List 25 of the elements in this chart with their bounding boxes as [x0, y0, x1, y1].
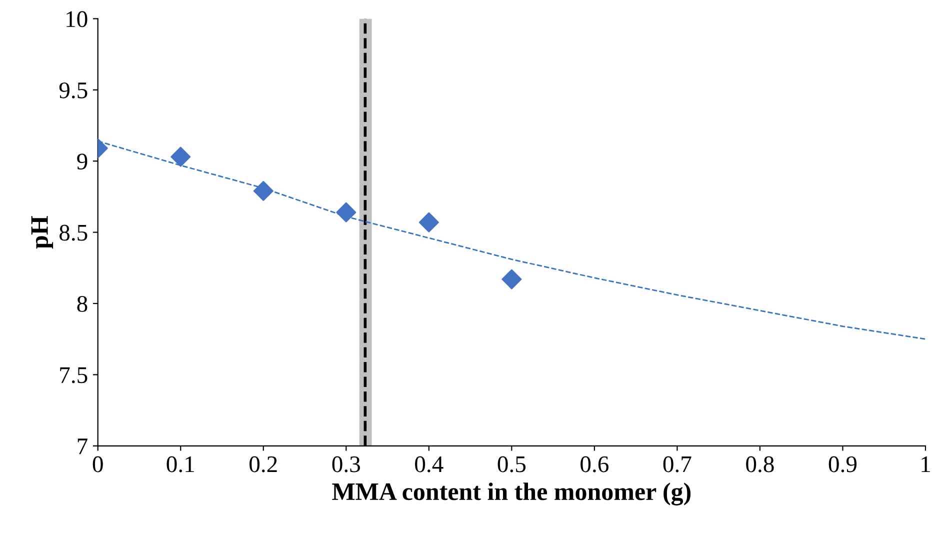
point: [502, 269, 522, 290]
x-tick-label: 0.5: [498, 456, 526, 472]
y-tick-label: 9.5: [59, 82, 88, 98]
x-tick-label: 0.6: [580, 456, 608, 472]
x-tick-label: 1: [922, 456, 930, 472]
point: [336, 202, 356, 222]
y-tick-label: 7.5: [60, 367, 88, 384]
x-tick-label: 0: [92, 456, 103, 472]
point: [170, 146, 191, 167]
x-tick-label: 0.9: [828, 456, 857, 472]
x-tick-label: 0.7: [663, 456, 692, 472]
point: [253, 180, 274, 202]
y-tick-label: 10: [66, 11, 88, 28]
x-tick-label: 0.8: [746, 456, 774, 472]
x-tick-label: 0.1: [166, 456, 194, 472]
y-tick-label: 7: [78, 438, 88, 454]
x-tick-label: 0.3: [332, 456, 360, 472]
x-axis-title: MMA content in the monomer (g): [332, 482, 691, 506]
y-tick-label: 8.5: [60, 224, 88, 241]
x-tick-label: 0.4: [415, 456, 444, 472]
y-tick-label: 9: [77, 154, 88, 170]
y-tick-label: 8: [77, 296, 88, 312]
x-tick-label: 0.2: [250, 456, 277, 472]
y-axis-title: pH: [31, 216, 54, 249]
point: [418, 212, 439, 232]
